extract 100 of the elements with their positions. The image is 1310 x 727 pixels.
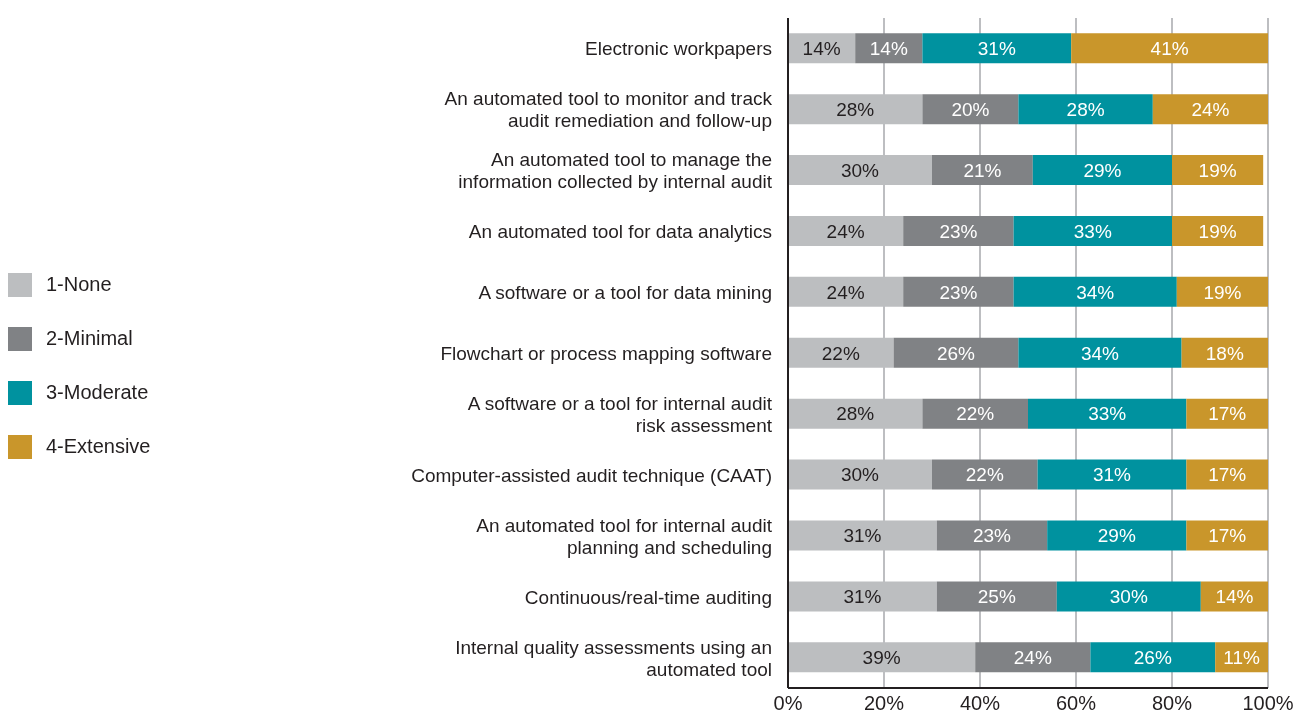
bar bbox=[936, 520, 1048, 551]
bar bbox=[903, 276, 1014, 307]
bar bbox=[788, 94, 923, 125]
y-tick-label: An automated tool to manage the information collected by internal audit bbox=[458, 148, 773, 192]
y-tick-label: A software or a tool for internal audit risk assessment bbox=[467, 392, 773, 436]
data-label: 30% bbox=[840, 159, 880, 181]
data-label: 14% bbox=[869, 37, 908, 59]
bar bbox=[1018, 337, 1182, 368]
bar bbox=[788, 276, 904, 307]
data-label: 23% bbox=[939, 220, 978, 242]
data-label: 11% bbox=[1223, 647, 1261, 669]
bar bbox=[788, 459, 932, 490]
data-label: 17% bbox=[1208, 464, 1247, 486]
data-label: 39% bbox=[862, 647, 901, 669]
data-label: 28% bbox=[1066, 98, 1105, 120]
data-label: 33% bbox=[1088, 403, 1127, 425]
data-label: 28% bbox=[836, 98, 875, 120]
data-label: 17% bbox=[1208, 403, 1247, 425]
data-label: 25% bbox=[977, 586, 1016, 608]
data-label: 23% bbox=[939, 281, 978, 303]
bar bbox=[1186, 398, 1268, 429]
legend-label: 4-Extensive bbox=[46, 435, 151, 458]
data-label: 31% bbox=[977, 37, 1016, 59]
data-label: 19% bbox=[1203, 281, 1242, 303]
data-label: 41% bbox=[1150, 37, 1189, 59]
bar bbox=[975, 642, 1091, 673]
data-label: 14% bbox=[1215, 586, 1254, 608]
bar bbox=[788, 215, 904, 246]
y-tick-label: Internal quality assessments using an automated tool bbox=[455, 636, 772, 680]
bar bbox=[788, 581, 937, 612]
data-label: 21% bbox=[963, 159, 1002, 181]
bar bbox=[788, 398, 923, 429]
data-label: 24% bbox=[1191, 98, 1230, 120]
x-tick-label: 0% bbox=[773, 692, 803, 715]
bar bbox=[1176, 276, 1268, 307]
data-label: 19% bbox=[1198, 220, 1237, 242]
y-tick-label: An automated tool to monitor and track audit remediation and follow-up bbox=[444, 87, 773, 131]
bar bbox=[1013, 215, 1172, 246]
data-label: 14% bbox=[802, 37, 841, 59]
bar bbox=[922, 94, 1019, 125]
bar bbox=[932, 459, 1038, 490]
data-label: 31% bbox=[843, 525, 882, 547]
bar bbox=[922, 398, 1028, 429]
x-tick-label: 20% bbox=[863, 692, 905, 715]
data-label: 19% bbox=[1198, 159, 1237, 181]
legend-label: 2-Minimal bbox=[46, 327, 133, 350]
x-tick-label: 100% bbox=[1242, 692, 1294, 715]
data-label: 30% bbox=[840, 464, 880, 486]
data-label: 30% bbox=[1109, 586, 1148, 608]
bar bbox=[1028, 398, 1187, 429]
bar bbox=[1186, 520, 1268, 551]
bar bbox=[922, 33, 1072, 64]
data-label: 34% bbox=[1080, 342, 1120, 364]
x-tick-label: 80% bbox=[1151, 692, 1193, 715]
bar bbox=[893, 337, 1019, 368]
bar bbox=[1047, 520, 1187, 551]
bar bbox=[788, 642, 976, 673]
bar bbox=[1056, 581, 1201, 612]
y-tick-label: An automated tool for internal audit planning and scheduling bbox=[476, 514, 773, 558]
legend-label: 1-None bbox=[46, 273, 112, 296]
data-label: 22% bbox=[965, 464, 1004, 486]
data-label: 17% bbox=[1208, 525, 1247, 547]
y-tick-label: A software or a tool for data mining bbox=[478, 281, 772, 303]
y-tick-label: An automated tool for data analytics bbox=[468, 220, 772, 242]
bar bbox=[1013, 276, 1177, 307]
bar bbox=[1018, 94, 1153, 125]
bar bbox=[788, 520, 937, 551]
data-label: 29% bbox=[1097, 525, 1136, 547]
data-label: 26% bbox=[936, 342, 976, 364]
data-label: 20% bbox=[951, 98, 990, 120]
data-label: 31% bbox=[843, 586, 882, 608]
bar bbox=[1172, 155, 1264, 186]
data-label: 24% bbox=[1013, 647, 1052, 669]
data-label: 22% bbox=[956, 403, 995, 425]
bar bbox=[1037, 459, 1187, 490]
data-label: 18% bbox=[1205, 342, 1244, 364]
data-label: 24% bbox=[826, 281, 865, 303]
bar bbox=[932, 155, 1033, 186]
y-tick-label: Electronic workpapers bbox=[585, 37, 772, 59]
bar bbox=[788, 155, 932, 186]
data-label: 26% bbox=[1133, 647, 1172, 669]
data-label: 22% bbox=[821, 342, 860, 364]
data-label: 29% bbox=[1083, 159, 1122, 181]
bar bbox=[936, 581, 1057, 612]
y-tick-label: Continuous/real-time auditing bbox=[524, 586, 772, 608]
x-tick-label: 40% bbox=[959, 692, 1001, 715]
bar bbox=[788, 337, 894, 368]
bar bbox=[903, 215, 1014, 246]
y-tick-label: Computer-assisted audit technique (CAAT) bbox=[411, 464, 772, 486]
data-label: 28% bbox=[836, 403, 875, 425]
bar bbox=[1032, 155, 1172, 186]
legend-label: 3-Moderate bbox=[46, 381, 149, 404]
data-label: 34% bbox=[1076, 281, 1115, 303]
data-label: 33% bbox=[1073, 220, 1112, 242]
bar bbox=[1186, 459, 1268, 490]
data-label: 23% bbox=[972, 525, 1012, 547]
bar bbox=[1172, 215, 1264, 246]
bar bbox=[1090, 642, 1216, 673]
data-label: 24% bbox=[826, 220, 865, 242]
data-label: 31% bbox=[1092, 464, 1132, 486]
